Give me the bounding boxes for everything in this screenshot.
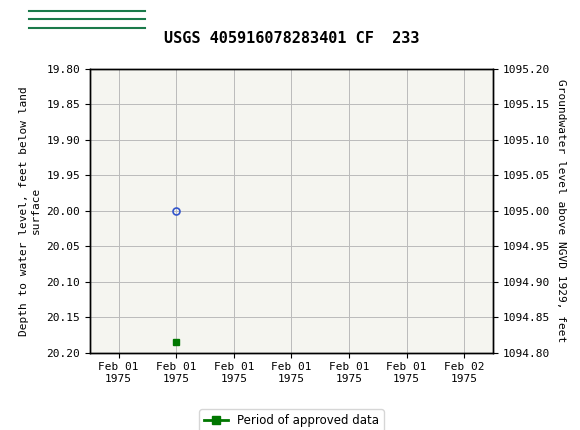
Y-axis label: Groundwater level above NGVD 1929, feet: Groundwater level above NGVD 1929, feet: [556, 79, 566, 342]
Title: USGS 405916078283401 CF  233: USGS 405916078283401 CF 233: [164, 31, 419, 46]
Bar: [29, 3, 551, 36]
Text: USGS: USGS: [157, 10, 212, 28]
Legend: Period of approved data: Period of approved data: [199, 409, 384, 430]
Y-axis label: Depth to water level, feet below land
surface: Depth to water level, feet below land su…: [19, 86, 41, 335]
